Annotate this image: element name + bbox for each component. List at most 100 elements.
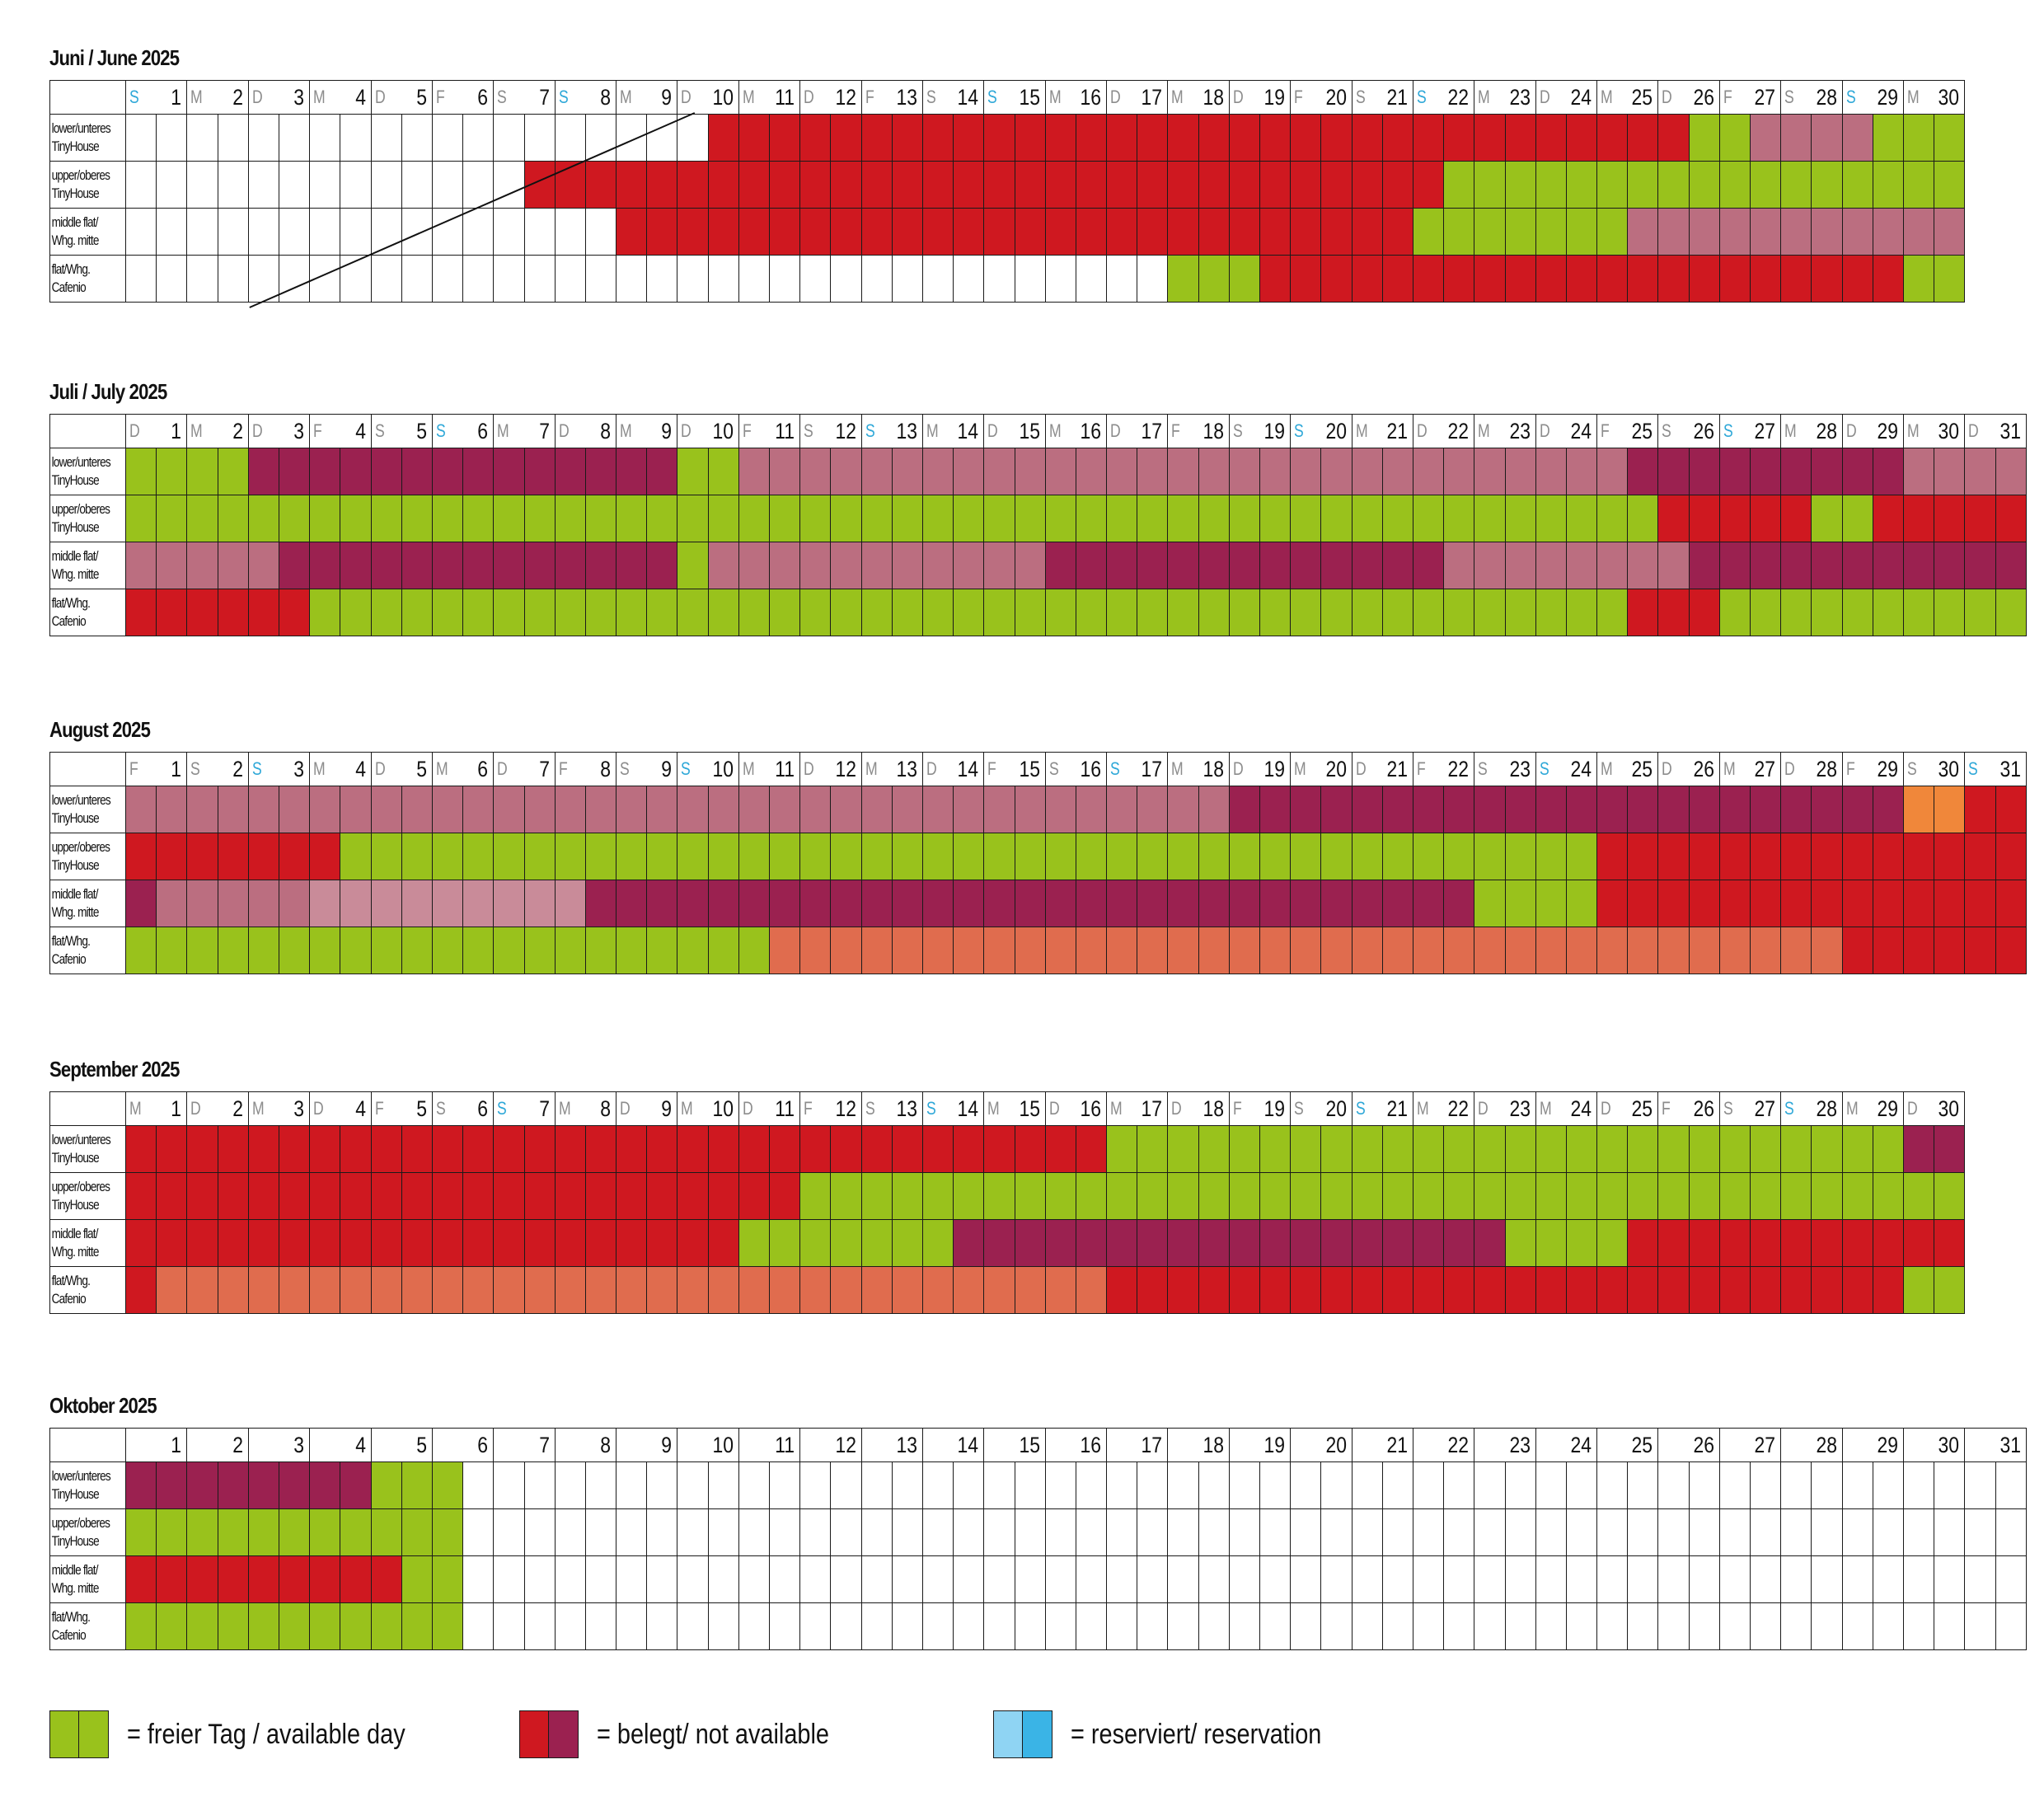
half-day-cell — [1749, 448, 1782, 495]
empty-half-day — [1320, 1461, 1353, 1509]
unit-row: flat/Whg. Cafenio — [49, 255, 1966, 303]
half-day-cell — [1565, 1172, 1598, 1220]
day-number: 11 — [775, 757, 795, 781]
empty-half-day — [278, 208, 311, 256]
day-number: 14 — [957, 1433, 979, 1457]
half-day-cell — [1474, 255, 1506, 303]
half-day-cell — [1412, 495, 1445, 542]
empty-half-day — [309, 208, 341, 256]
half-day-cell — [1504, 161, 1536, 209]
month-title: Juli / July 2025 — [49, 379, 167, 404]
weekday-label: D — [742, 1098, 753, 1119]
half-day-cell — [370, 1219, 402, 1267]
empty-half-day — [1014, 1461, 1046, 1509]
day-number: 6 — [477, 419, 489, 443]
half-day-cell — [1872, 1219, 1904, 1267]
half-day-cell — [707, 1266, 739, 1314]
unit-label-line: Whg. mitte — [51, 232, 100, 248]
half-day-cell — [830, 927, 862, 974]
empty-half-day — [1351, 1508, 1383, 1556]
day-header: S 17 — [1106, 752, 1169, 786]
half-day-cell — [1106, 1125, 1138, 1173]
empty-half-day — [1872, 1602, 1904, 1650]
empty-half-day — [1412, 1602, 1445, 1650]
empty-half-day — [830, 255, 862, 303]
half-day-cell — [1688, 1266, 1720, 1314]
half-day-cell — [431, 1508, 464, 1556]
empty-half-day — [278, 161, 311, 209]
day-number: 26 — [1693, 1433, 1714, 1457]
day-header: 20 — [1290, 1428, 1353, 1462]
weekday-label: D — [1601, 1098, 1611, 1119]
day-header: D 29 — [1841, 414, 1904, 448]
weekday-label: S — [1416, 87, 1427, 107]
unit-label-line: TinyHouse — [51, 185, 100, 201]
half-day-cell — [247, 833, 280, 880]
half-day-cell — [1780, 1266, 1812, 1314]
half-day-cell — [768, 542, 801, 589]
day-header: D 14 — [921, 752, 985, 786]
empty-half-day — [768, 255, 801, 303]
half-day-cell — [768, 208, 801, 256]
half-day-cell — [1872, 542, 1904, 589]
half-day-cell — [1412, 786, 1445, 833]
empty-half-day — [554, 1555, 586, 1603]
half-day-cell — [1749, 255, 1782, 303]
half-day-cell — [584, 161, 617, 209]
half-day-cell — [554, 1172, 586, 1220]
weekday-label: F — [1723, 87, 1732, 107]
empty-half-day — [186, 114, 218, 162]
day-header: D 31 — [1964, 414, 2027, 448]
day-header: D 21 — [1351, 752, 1413, 786]
half-day-cell — [707, 542, 739, 589]
half-day-cell — [1688, 786, 1720, 833]
half-day-cell — [247, 1508, 280, 1556]
half-day-cell — [493, 542, 525, 589]
half-day-cell — [278, 1266, 311, 1314]
empty-half-day — [1137, 1461, 1169, 1509]
half-day-cell — [983, 542, 1015, 589]
half-day-cell — [309, 542, 341, 589]
unit-row: flat/Whg. Cafenio — [49, 589, 2027, 636]
half-day-cell — [1320, 114, 1353, 162]
day-header: 17 — [1106, 1428, 1169, 1462]
half-day-cell — [1320, 927, 1353, 974]
empty-half-day — [646, 114, 678, 162]
half-day-cell — [1290, 927, 1322, 974]
half-day-cell — [217, 1602, 249, 1650]
half-day-cell — [462, 1219, 495, 1267]
half-day-cell — [1657, 927, 1690, 974]
half-day-cell — [616, 208, 648, 256]
day-number: 21 — [1386, 85, 1408, 110]
half-day-cell — [1780, 589, 1812, 636]
half-day-cell — [1902, 927, 1935, 974]
day-header: 7 — [493, 1428, 556, 1462]
empty-half-day — [921, 255, 954, 303]
half-day-cell — [493, 880, 525, 927]
half-day-cell — [523, 1266, 556, 1314]
half-day-cell — [1841, 1266, 1873, 1314]
empty-half-day — [1995, 1555, 2027, 1603]
empty-half-day — [370, 114, 402, 162]
half-day-cell — [1535, 880, 1567, 927]
weekday-label: D — [497, 758, 509, 779]
half-day-cell — [431, 1555, 464, 1603]
half-day-cell — [953, 161, 985, 209]
empty-half-day — [431, 255, 464, 303]
half-day-cell — [830, 495, 862, 542]
half-day-cell — [1351, 208, 1383, 256]
unit-label: upper/oberes TinyHouse — [49, 1508, 127, 1556]
weekday-label: M — [1048, 420, 1062, 441]
empty-half-day — [217, 161, 249, 209]
day-number: 4 — [354, 419, 366, 443]
half-day-cell — [217, 1172, 249, 1220]
half-day-cell — [768, 1219, 801, 1267]
half-day-cell — [247, 1602, 280, 1650]
half-day-cell — [1167, 833, 1199, 880]
day-number: 29 — [1877, 85, 1898, 110]
weekday-label: F — [374, 1098, 384, 1119]
